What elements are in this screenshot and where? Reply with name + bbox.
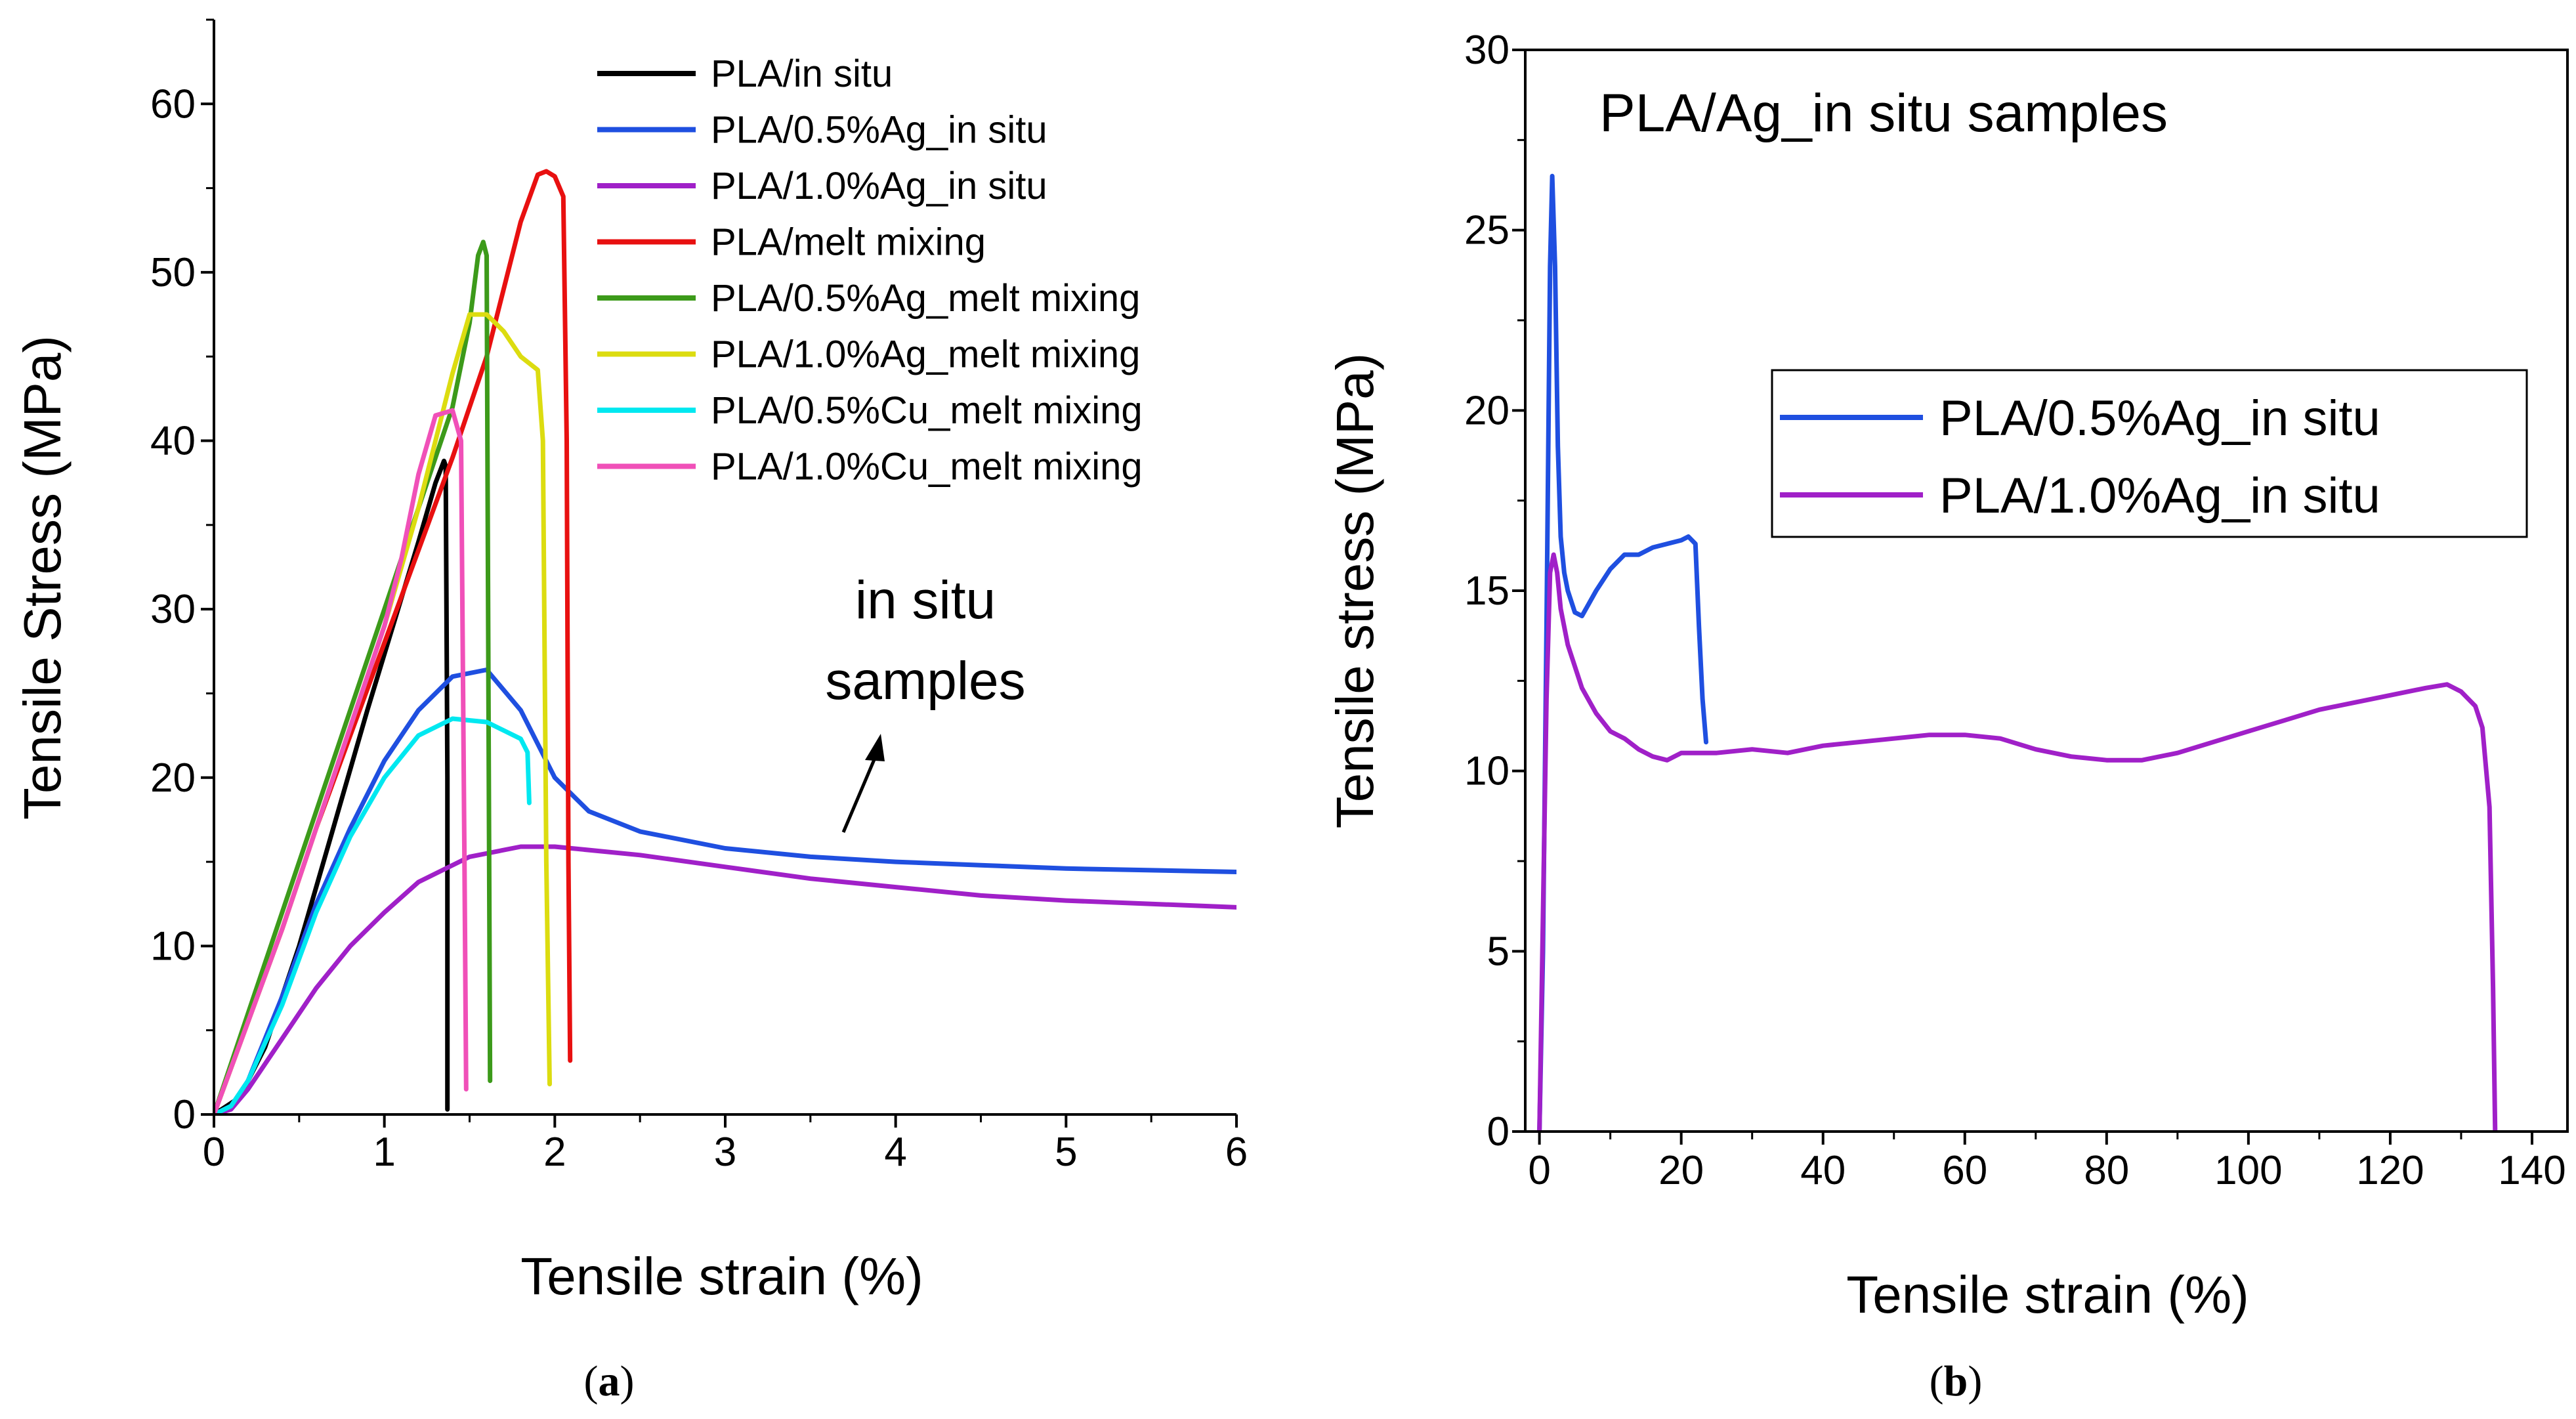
y-tick-label: 10 <box>1464 749 1510 794</box>
plot-frame <box>1524 49 2569 1133</box>
x-tick-label: 80 <box>2084 1148 2129 1193</box>
y-tick-label: 20 <box>1464 388 1510 433</box>
x-tick-label: 60 <box>1942 1148 1987 1193</box>
series-line <box>214 667 1236 1114</box>
series-line <box>214 844 1236 1114</box>
series-group <box>1537 173 2498 1132</box>
legend-label: PLA/in situ <box>711 53 893 95</box>
y-tick-label: 20 <box>150 755 196 801</box>
x-tick-label: 0 <box>203 1130 225 1175</box>
y-tick-label: 10 <box>150 923 196 969</box>
x-tick-label: 140 <box>2498 1148 2565 1193</box>
x-tick-label: 5 <box>1055 1130 1077 1175</box>
series-line <box>1537 173 1708 1132</box>
annotation-line-2: samples <box>825 651 1025 711</box>
x-tick-label: 120 <box>2356 1148 2424 1193</box>
y-tick-label: 5 <box>1487 929 1510 974</box>
panel-label-a: (a) <box>584 1357 635 1405</box>
y-tick-label: 60 <box>150 81 196 127</box>
x-tick-label: 2 <box>543 1130 566 1175</box>
legend-label: PLA/0.5%Ag_in situ <box>1939 391 2380 446</box>
y-tick-label: 0 <box>173 1092 196 1137</box>
y-tick-label: 30 <box>150 587 196 632</box>
y-tick-label: 0 <box>1487 1109 1510 1154</box>
legend: PLA/0.5%Ag_in situ PLA/1.0%Ag_in situ <box>1771 369 2528 538</box>
y-tick-label: 30 <box>1464 28 1510 73</box>
x-tick-label: 6 <box>1225 1130 1248 1175</box>
series-line <box>1537 552 2498 1132</box>
y-tick-label: 25 <box>1464 208 1510 253</box>
x-tick-label: 4 <box>884 1130 906 1175</box>
chart-title: PLA/Ag_in situ samples <box>1599 83 2168 143</box>
y-tick-label: 40 <box>150 419 196 464</box>
legend-label: PLA/1.0%Ag_melt mixing <box>711 333 1140 376</box>
legend-label: PLA/1.0%Ag_in situ <box>711 165 1047 207</box>
panel-b: 0 20 40 60 80 100 120 140 0 5 10 15 20 25 30 PLA/Ag_in… <box>1326 28 2569 1405</box>
y-axis-title: Tensile stress (MPa) <box>1326 353 1384 829</box>
x-tick-label: 0 <box>1528 1148 1550 1193</box>
panel-label-b: (b) <box>1930 1357 1983 1405</box>
annotation-arrowhead-icon <box>865 734 885 761</box>
legend: PLA/in situ PLA/0.5%Ag_in situ PLA/1.0%Ag_… <box>597 53 1143 488</box>
legend-frame <box>1771 369 2528 538</box>
series-line <box>214 716 532 1114</box>
legend-label: PLA/0.5%Cu_melt mixing <box>711 389 1143 432</box>
legend-label: PLA/1.0%Ag_in situ <box>1939 468 2380 524</box>
x-tick-label: 100 <box>2214 1148 2282 1193</box>
y-tick-label: 50 <box>150 250 196 295</box>
x-tick-label: 20 <box>1658 1148 1704 1193</box>
legend-label: PLA/melt mixing <box>711 221 986 264</box>
series-line <box>214 312 552 1114</box>
legend-label: PLA/0.5%Ag_in situ <box>711 109 1047 152</box>
annotation-line-1: in situ <box>855 570 996 630</box>
x-tick-label: 1 <box>373 1130 395 1175</box>
series-group <box>214 169 1236 1114</box>
x-tick-label: 3 <box>714 1130 736 1175</box>
y-tick-label: 15 <box>1464 568 1510 614</box>
x-tick-label: 40 <box>1800 1148 1846 1193</box>
series-line <box>214 408 469 1114</box>
legend-label: PLA/0.5%Ag_melt mixing <box>711 277 1140 320</box>
y-axis-title: Tensile Stress (MPa) <box>13 335 72 820</box>
annotation-arrow <box>841 753 879 833</box>
annotation: in situ samples <box>825 570 1026 833</box>
x-axis-title: Tensile strain (%) <box>520 1247 923 1305</box>
axes: 0 20 40 60 80 100 120 140 0 5 10 15 20 25 30 <box>1464 28 2569 1193</box>
x-axis-title: Tensile strain (%) <box>1846 1265 2249 1324</box>
legend-label: PLA/1.0%Cu_melt mixing <box>711 446 1143 488</box>
